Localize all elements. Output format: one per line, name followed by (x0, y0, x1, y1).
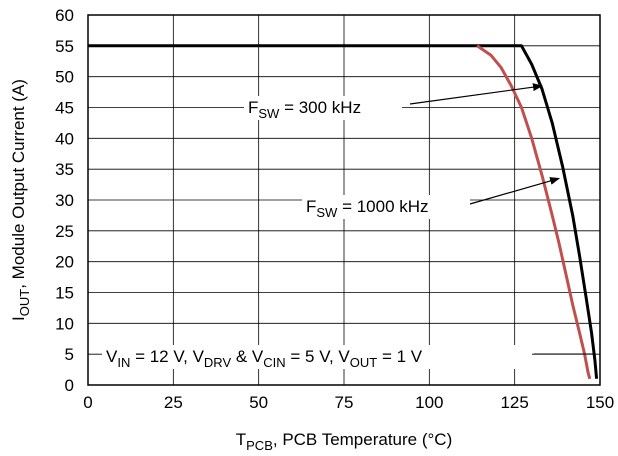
y-tick-label: 0 (65, 376, 74, 395)
x-tick-label: 125 (500, 393, 528, 412)
x-tick-labels: 0 25 50 75 100 125 150 (83, 393, 614, 412)
fsw1000-arrow (469, 177, 561, 205)
y-tick-label: 45 (55, 99, 74, 118)
conditions-label-bg (102, 345, 532, 369)
x-tick-label: 0 (83, 393, 92, 412)
y-tick-labels: 0 5 10 15 20 25 30 35 40 45 50 55 60 (55, 6, 74, 395)
y-tick-label: 5 (65, 345, 74, 364)
annotations-group: FSW = 300 kHz FSW = 1000 kHz VIN = 12 V, V… (102, 83, 596, 370)
y-tick-label: 20 (55, 253, 74, 272)
x-tick-label: 25 (164, 393, 183, 412)
y-tick-label: 50 (55, 68, 74, 87)
y-tick-label: 30 (55, 191, 74, 210)
fsw1000-label-bg (302, 195, 470, 219)
x-tick-label: 150 (586, 393, 614, 412)
fsw300-label-bg (244, 96, 402, 120)
y-tick-label: 40 (55, 129, 74, 148)
y-tick-label: 60 (55, 6, 74, 25)
y-tick-label: 35 (55, 160, 74, 179)
series-line-2 (476, 44, 592, 380)
conditions-label: VIN = 12 V, VDRV & VCIN = 5 V, VOUT = 1 … (106, 347, 423, 370)
series-group (88, 44, 599, 380)
series-line-1 (88, 44, 599, 379)
fsw1000-label: FSW = 1000 kHz (306, 197, 429, 220)
y-tick-label: 25 (55, 222, 74, 241)
y-tick-label: 55 (55, 37, 74, 56)
y-axis-label: IOUT, Module Output Current (A) (9, 79, 32, 321)
y-tick-label: 15 (55, 284, 74, 303)
x-tick-label: 75 (335, 393, 354, 412)
x-axis-label: TPCB, PCB Temperature (°C) (236, 430, 453, 453)
fsw300-arrow (409, 83, 543, 105)
y-tick-label: 10 (55, 314, 74, 333)
plot-frame (87, 14, 601, 386)
x-tick-label: 50 (249, 393, 268, 412)
x-tick-label: 100 (415, 393, 443, 412)
fsw300-label: FSW = 300 kHz (248, 98, 361, 121)
